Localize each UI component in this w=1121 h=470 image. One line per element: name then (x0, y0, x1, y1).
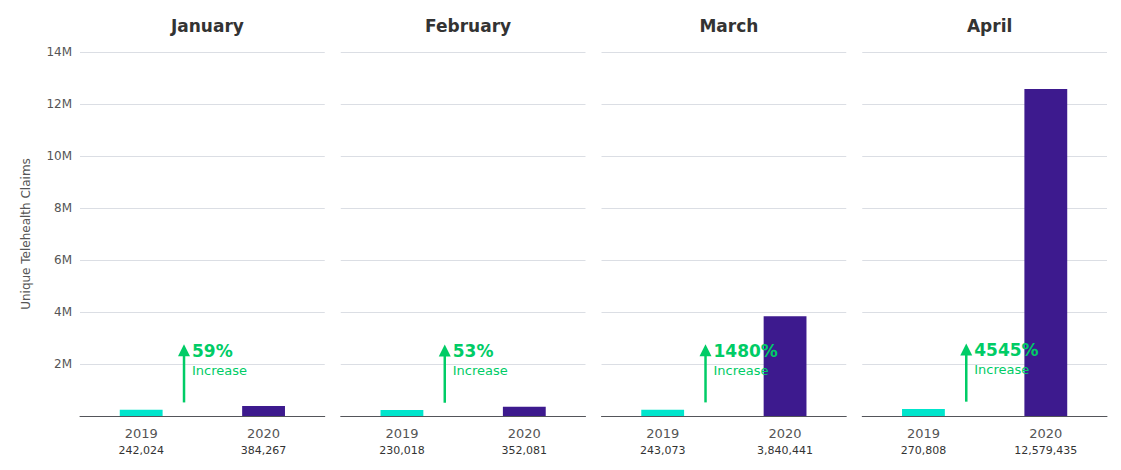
svg-text:53%: 53% (453, 341, 494, 361)
svg-text:242,024: 242,024 (118, 444, 164, 457)
svg-text:10M: 10M (46, 149, 72, 163)
svg-text:2019: 2019 (385, 426, 418, 441)
svg-text:4M: 4M (54, 305, 72, 319)
svg-text:2020: 2020 (769, 426, 802, 441)
svg-text:3,840,441: 3,840,441 (757, 444, 813, 457)
svg-text:2019: 2019 (646, 426, 679, 441)
svg-text:Increase: Increase (714, 363, 769, 378)
svg-text:243,073: 243,073 (640, 444, 686, 457)
svg-text:12M: 12M (46, 97, 72, 111)
svg-text:12,579,435: 12,579,435 (1014, 444, 1077, 457)
svg-text:Increase: Increase (192, 363, 247, 378)
svg-text:59%: 59% (192, 341, 233, 361)
svg-text:2M: 2M (54, 357, 72, 371)
svg-text:2019: 2019 (125, 426, 158, 441)
svg-text:230,018: 230,018 (379, 444, 425, 457)
svg-text:1480%: 1480% (714, 341, 778, 361)
svg-text:270,808: 270,808 (901, 444, 947, 457)
svg-text:Unique Telehealth Claims: Unique Telehealth Claims (19, 158, 33, 310)
svg-text:8M: 8M (54, 201, 72, 215)
svg-text:January: January (170, 16, 244, 36)
svg-text:Increase: Increase (453, 363, 508, 378)
svg-text:384,267: 384,267 (241, 444, 287, 457)
svg-text:352,081: 352,081 (502, 444, 548, 457)
svg-text:4545%: 4545% (974, 340, 1038, 360)
svg-text:6M: 6M (54, 253, 72, 267)
svg-text:2020: 2020 (247, 426, 280, 441)
svg-text:April: April (967, 16, 1012, 36)
svg-text:2020: 2020 (1029, 426, 1062, 441)
svg-text:Increase: Increase (974, 362, 1029, 377)
svg-text:2020: 2020 (508, 426, 541, 441)
svg-text:2019: 2019 (907, 426, 940, 441)
svg-text:February: February (425, 16, 511, 36)
svg-text:14M: 14M (46, 45, 72, 59)
svg-text:March: March (699, 16, 758, 36)
